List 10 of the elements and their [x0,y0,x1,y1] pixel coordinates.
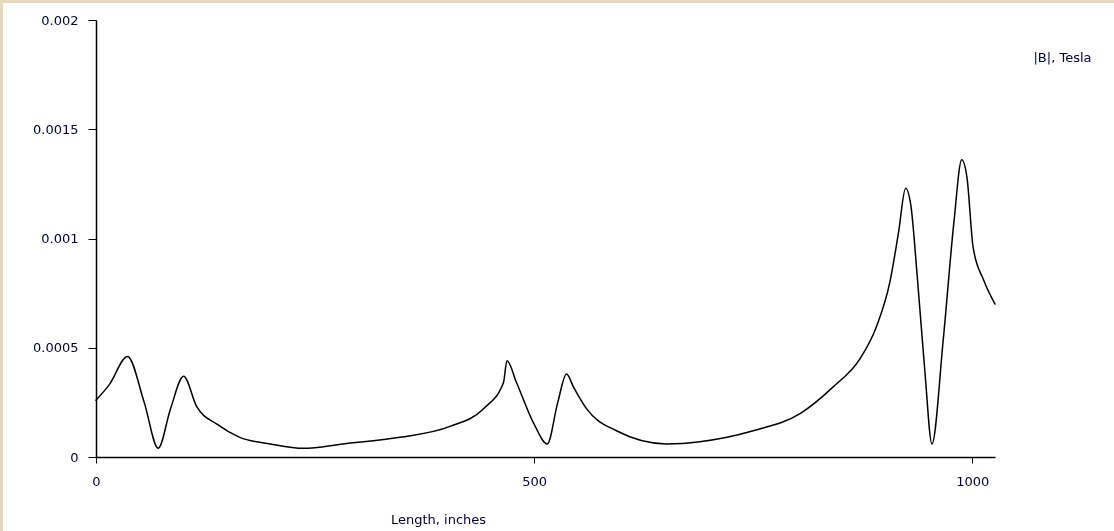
x-tick-label: 500 [522,473,548,489]
x-tick-label: 1000 [956,473,990,489]
y-axis-title: |B|, Tesla [1033,49,1092,65]
y-tick-label: 0.0015 [33,121,79,137]
x-tick-label: 0 [92,473,101,489]
y-tick-label: 0.002 [41,12,79,28]
y-tick-label: 0.0005 [33,340,79,356]
y-tick-label: 0 [70,449,79,465]
y-tick-label: 0.001 [41,231,79,246]
x-axis-title: Length, inches [390,511,487,527]
